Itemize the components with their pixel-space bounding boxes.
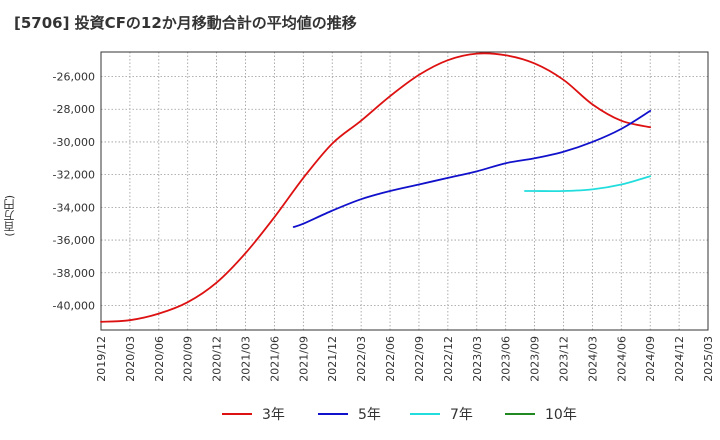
- y-tick-label: -26,000: [53, 71, 95, 84]
- x-tick-label: 2021/09: [297, 336, 310, 382]
- x-tick-label: 2020/06: [153, 336, 166, 382]
- x-tick-label: 2023/03: [471, 336, 484, 382]
- x-tick-label: 2024/03: [586, 336, 599, 382]
- series-line-1: [100, 52, 652, 323]
- legend-label: 3年: [262, 407, 285, 423]
- x-tick-label: 2022/09: [413, 336, 426, 382]
- x-tick-label: 2023/06: [500, 336, 513, 382]
- x-tick-label: 2019/12: [95, 336, 108, 382]
- x-tick-label: 2020/03: [124, 336, 137, 382]
- legend-label: 5年: [358, 407, 381, 423]
- x-tick-label: 2024/09: [644, 336, 657, 382]
- x-tick-label: 2020/09: [182, 336, 195, 382]
- series-line-3: [524, 175, 652, 193]
- x-tick-label: 2021/03: [240, 336, 253, 382]
- y-tick-label: -28,000: [53, 103, 95, 116]
- x-tick-label: 2025/03: [702, 336, 715, 382]
- x-tick-label: 2022/12: [442, 336, 455, 382]
- x-tick-label: 2021/06: [268, 336, 281, 382]
- plot-border: [100, 51, 709, 331]
- x-tick-label: 2023/09: [529, 336, 542, 382]
- y-tick-label: -30,000: [53, 136, 95, 149]
- x-tick-label: 2020/12: [211, 336, 224, 382]
- x-tick-label: 2022/06: [384, 336, 397, 382]
- y-tick-label: -34,000: [53, 201, 95, 214]
- plot-area: [101, 52, 708, 330]
- x-tick-label: 2024/12: [673, 336, 686, 382]
- legend-label: 7年: [450, 407, 473, 423]
- chart-title: [5706] 投資CFの12か月移動合計の平均値の推移: [14, 14, 357, 32]
- x-tick-label: 2022/03: [355, 336, 368, 382]
- x-tick-label: 2021/12: [326, 336, 339, 382]
- y-tick-label: -38,000: [53, 267, 95, 280]
- y-tick-label: -36,000: [53, 234, 95, 247]
- legend-label: 10年: [545, 407, 577, 423]
- y-tick-label: -40,000: [53, 299, 95, 312]
- y-tick-label: -32,000: [53, 169, 95, 182]
- x-tick-label: 2024/06: [615, 336, 628, 382]
- x-tick-label: 2023/12: [557, 336, 570, 382]
- series-line-2: [292, 109, 652, 228]
